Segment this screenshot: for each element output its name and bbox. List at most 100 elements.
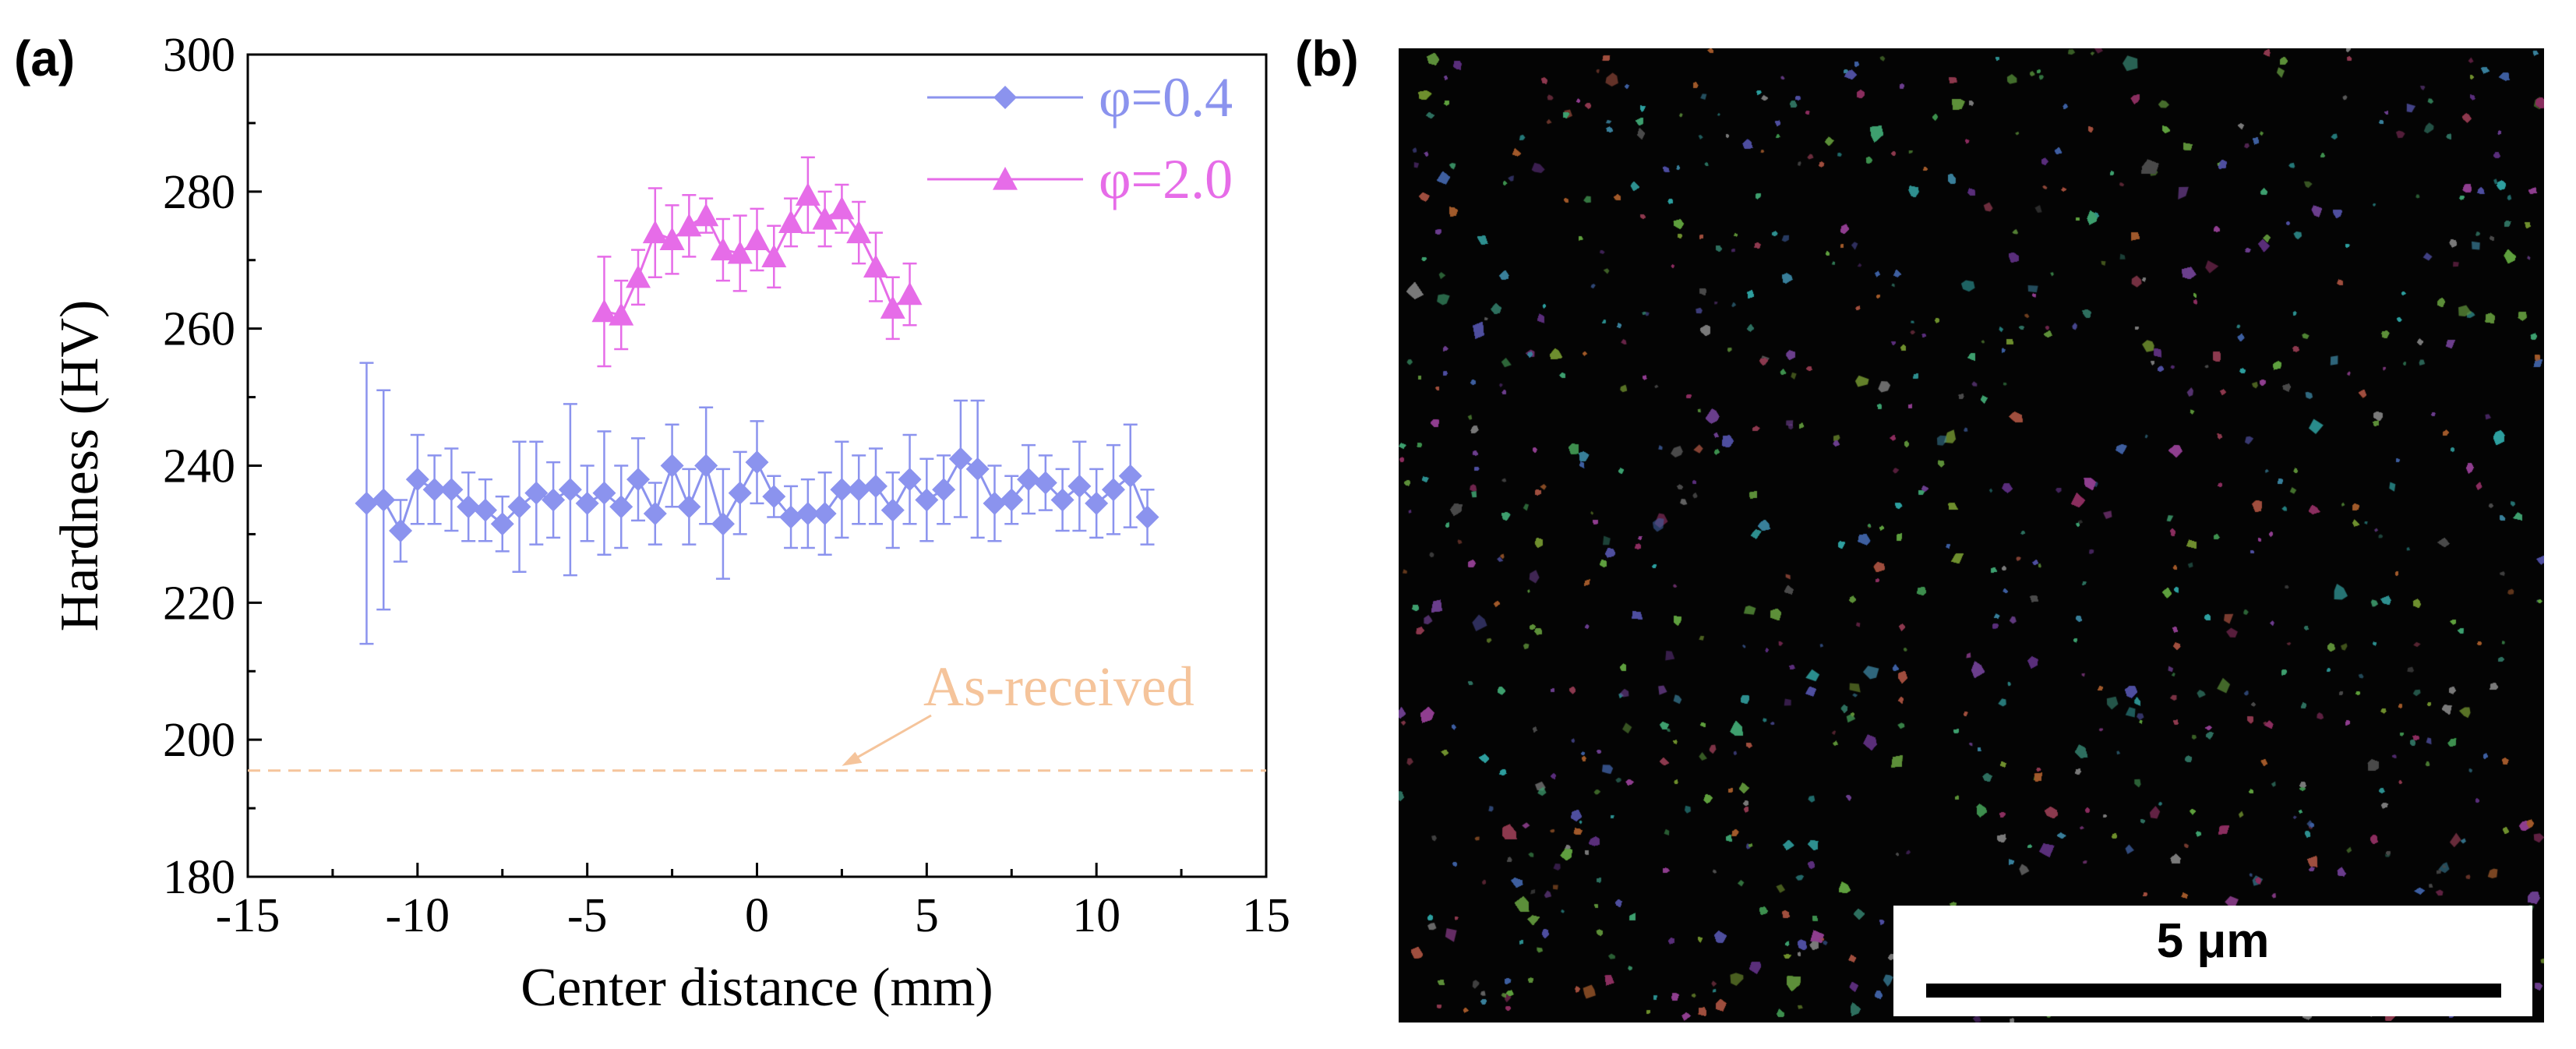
data-point bbox=[542, 488, 566, 512]
legend-marker bbox=[993, 167, 1018, 190]
data-point bbox=[592, 481, 616, 505]
data-point bbox=[355, 491, 379, 515]
x-tick-label: -10 bbox=[386, 889, 450, 942]
data-point bbox=[524, 481, 549, 505]
y-tick-label: 260 bbox=[163, 303, 235, 356]
data-point bbox=[405, 468, 429, 492]
data-point bbox=[1017, 468, 1041, 492]
data-point bbox=[830, 478, 854, 502]
data-point bbox=[863, 474, 887, 498]
x-axis-label: Center distance (mm) bbox=[520, 958, 993, 1018]
data-point bbox=[880, 295, 905, 319]
data-point bbox=[558, 478, 582, 502]
data-point bbox=[1118, 464, 1142, 488]
data-point bbox=[846, 220, 872, 244]
as-received-label: As-received bbox=[923, 655, 1194, 718]
as-received-arrow bbox=[845, 714, 932, 765]
x-tick-label: 0 bbox=[745, 889, 769, 942]
data-point bbox=[779, 505, 803, 529]
x-tick-label: 10 bbox=[1072, 889, 1120, 942]
data-point bbox=[847, 478, 871, 502]
data-point bbox=[507, 495, 531, 519]
data-point bbox=[898, 468, 922, 492]
data-point bbox=[778, 210, 804, 233]
data-point bbox=[694, 454, 718, 478]
data-point bbox=[710, 237, 736, 261]
data-point bbox=[1101, 478, 1125, 502]
data-point bbox=[693, 203, 719, 227]
data-point bbox=[1135, 505, 1159, 529]
data-point bbox=[575, 491, 599, 515]
data-point bbox=[1033, 471, 1057, 495]
panel-label-a: (a) bbox=[14, 30, 76, 87]
y-tick-label: 220 bbox=[163, 577, 235, 630]
data-point bbox=[1085, 491, 1109, 515]
data-point bbox=[660, 454, 684, 478]
data-point bbox=[609, 495, 633, 519]
data-point bbox=[728, 481, 752, 505]
data-point bbox=[880, 498, 905, 522]
y-tick-label: 280 bbox=[163, 166, 235, 219]
y-tick-label: 180 bbox=[163, 851, 235, 904]
x-tick-label: -5 bbox=[567, 889, 608, 942]
data-point bbox=[795, 182, 820, 206]
data-point bbox=[948, 447, 972, 471]
data-point bbox=[829, 196, 855, 220]
y-tick-label: 300 bbox=[163, 29, 235, 82]
data-point bbox=[1067, 474, 1092, 498]
data-point bbox=[762, 485, 786, 509]
data-point bbox=[863, 254, 888, 278]
data-point bbox=[677, 495, 701, 519]
y-axis-label: Hardness (HV) bbox=[50, 300, 110, 632]
legend: φ=0.4 φ=2.0 bbox=[927, 66, 1233, 210]
y-tick-label: 240 bbox=[163, 440, 235, 493]
data-point bbox=[659, 227, 685, 250]
data-point bbox=[626, 264, 651, 288]
data-point bbox=[813, 502, 837, 526]
data-point bbox=[643, 502, 667, 526]
data-point bbox=[609, 302, 634, 326]
data-point bbox=[642, 220, 668, 244]
as-received-arrowhead bbox=[842, 751, 863, 766]
data-point bbox=[473, 498, 497, 522]
data-point bbox=[439, 478, 464, 502]
data-point bbox=[676, 213, 702, 237]
data-point bbox=[745, 450, 769, 475]
data-point bbox=[372, 488, 396, 512]
micrograph-panel: 5 μm bbox=[1399, 48, 2544, 1023]
data-point bbox=[897, 281, 923, 306]
data-point bbox=[389, 519, 413, 543]
panel-label-b: (b) bbox=[1295, 30, 1359, 87]
data-point bbox=[711, 512, 735, 536]
data-point bbox=[422, 478, 446, 502]
data-point bbox=[490, 512, 514, 536]
data-point bbox=[591, 298, 617, 323]
data-point bbox=[915, 488, 939, 512]
scale-bar bbox=[1926, 984, 2501, 998]
y-tick-label: 200 bbox=[163, 714, 235, 767]
scale-bar-label: 5 μm bbox=[2156, 914, 2270, 968]
ebsd-map bbox=[1399, 48, 2544, 1023]
data-point bbox=[457, 495, 481, 519]
data-point bbox=[812, 207, 838, 230]
data-point bbox=[727, 240, 753, 264]
series-phi-2-0 bbox=[591, 156, 923, 368]
data-point bbox=[932, 478, 956, 502]
scale-bar-box: 5 μm bbox=[1893, 906, 2532, 1016]
data-point bbox=[965, 457, 990, 481]
legend-label: φ=0.4 bbox=[1099, 66, 1233, 129]
data-point bbox=[1000, 488, 1024, 512]
legend-marker bbox=[993, 86, 1017, 109]
data-point bbox=[1050, 488, 1075, 512]
x-tick-label: -15 bbox=[216, 889, 281, 942]
data-point bbox=[626, 468, 651, 492]
x-tick-label: 15 bbox=[1242, 889, 1290, 942]
x-tick-label: 5 bbox=[915, 889, 939, 942]
data-point bbox=[983, 491, 1007, 515]
hardness-chart: -15 -10 -5 0 5 10 15 180 200 220 240 260 280 300 Cente… bbox=[50, 29, 1290, 1018]
data-point bbox=[744, 227, 770, 250]
data-point bbox=[761, 244, 787, 267]
data-point bbox=[796, 502, 820, 526]
series-phi-0-4 bbox=[355, 362, 1159, 645]
